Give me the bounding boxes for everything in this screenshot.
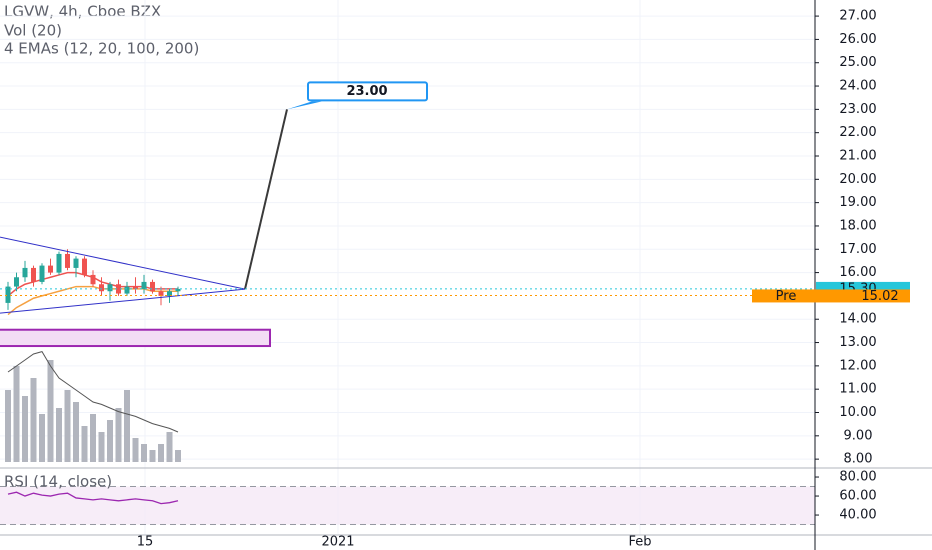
callout-box: [307, 81, 428, 102]
trendline: [0, 236, 246, 290]
volume-bar: [107, 420, 113, 462]
candle-body: [116, 284, 121, 294]
x-tick-label: Feb: [628, 535, 651, 550]
volume-bar: [64, 390, 71, 462]
candle-body: [90, 274, 96, 285]
volume-bar: [132, 438, 139, 462]
candle-body: [82, 258, 87, 275]
y-tick-label: 27.00: [839, 9, 876, 24]
trendline: [0, 288, 246, 314]
indicator-label: 4 EMAs (12, 20, 100, 200): [4, 40, 199, 58]
volume-bar: [81, 426, 88, 462]
y-tick-label: 10.00: [839, 405, 876, 420]
indicator-label: Vol (20): [4, 22, 62, 40]
volume-bar: [124, 390, 130, 462]
x-tick-label: 2021: [321, 535, 354, 550]
candle-body: [107, 284, 113, 292]
y-tick-label: 21.00: [839, 149, 876, 164]
candle-body: [14, 277, 19, 287]
pre-market-badge: [752, 289, 910, 303]
volume-bar: [39, 414, 45, 462]
candle-body: [31, 267, 36, 282]
volume-ma: [7, 351, 179, 433]
volume-bar: [13, 366, 20, 462]
y-tick-label: 25.00: [839, 55, 876, 70]
candle-body: [73, 258, 79, 268]
volume-bar: [73, 402, 79, 462]
y-tick-label: 13.00: [839, 335, 876, 350]
projection-line: [244, 109, 288, 290]
rsi-line: [7, 491, 179, 505]
y-tick-label: 26.00: [839, 32, 876, 47]
y-tick-label: 20.00: [839, 172, 876, 187]
volume-bar: [149, 450, 156, 462]
callout-label: 23.00: [346, 84, 387, 99]
candle-body: [65, 253, 70, 268]
pre-market-label: 15.02: [861, 289, 898, 304]
volume-bar: [175, 450, 181, 462]
chart-title: LGVW, 4h, Cboe BZX: [4, 3, 161, 21]
candle-body: [5, 286, 11, 303]
volume-bar: [98, 432, 105, 462]
volume-bar: [158, 444, 164, 462]
volume-bar: [47, 360, 54, 462]
y-tick-label: 11.00: [839, 382, 876, 397]
x-tick-label: 15: [137, 535, 154, 550]
volume-bar: [30, 378, 37, 462]
y-tick-label: 24.00: [839, 79, 876, 94]
rsi-tick-label: 60.00: [839, 489, 876, 504]
rsi-tick-label: 40.00: [839, 508, 876, 523]
candle-body: [133, 286, 138, 289]
candle-body: [56, 253, 62, 273]
rsi-band: [0, 486, 815, 525]
rsi-tick-label: 80.00: [839, 470, 876, 485]
volume-bar: [90, 414, 96, 462]
candle-body: [39, 265, 45, 282]
candle-body: [141, 281, 147, 289]
candle-body: [167, 291, 172, 296]
y-tick-label: 8.00: [844, 452, 873, 467]
candle-body: [175, 288, 181, 292]
volume-bar: [115, 408, 122, 462]
y-tick-label: 18.00: [839, 218, 876, 233]
volume-bar: [22, 396, 28, 462]
candle-body: [99, 284, 104, 292]
y-tick-label: 22.00: [839, 125, 876, 140]
y-tick-label: 16.00: [839, 265, 876, 280]
volume-bar: [56, 408, 62, 462]
candle-body: [22, 267, 28, 278]
zone: [0, 328, 271, 348]
y-tick-label: 9.00: [844, 428, 873, 443]
pre-market-text: Pre: [776, 289, 797, 304]
candle-body: [158, 291, 164, 296]
candle-body: [150, 281, 155, 292]
volume-bar: [166, 432, 173, 462]
volume-bar: [5, 390, 11, 462]
rsi-title: RSI (14, close): [4, 473, 112, 491]
y-tick-label: 17.00: [839, 242, 876, 257]
y-tick-label: 19.00: [839, 195, 876, 210]
volume-bar: [141, 444, 147, 462]
callout-pointer: [287, 101, 322, 110]
candle-body: [48, 265, 53, 273]
candle-body: [124, 286, 130, 294]
y-tick-label: 14.00: [839, 312, 876, 327]
y-tick-label: 23.00: [839, 102, 876, 117]
y-tick-label: 12.00: [839, 358, 876, 373]
